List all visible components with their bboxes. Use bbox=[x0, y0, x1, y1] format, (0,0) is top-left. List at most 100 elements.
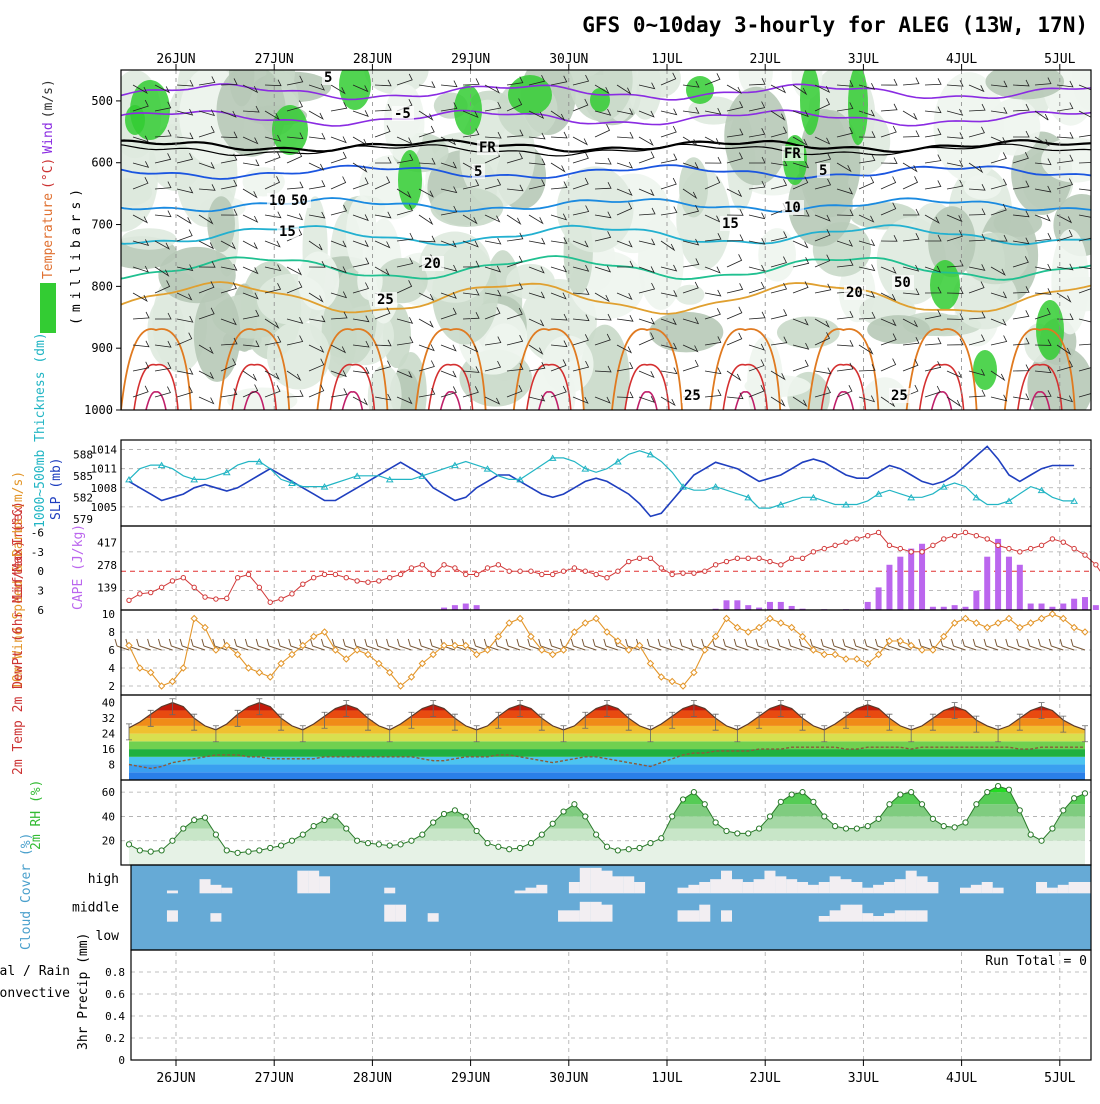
wind-speed-point bbox=[440, 641, 448, 650]
cloud-cell bbox=[590, 867, 602, 894]
date-label-top: 2JUL bbox=[750, 52, 781, 67]
lifted-index-point bbox=[463, 571, 469, 578]
cloud-cell bbox=[916, 876, 928, 894]
contour-label: FR bbox=[479, 140, 496, 156]
cloud-cell bbox=[384, 887, 396, 894]
wind-barb bbox=[946, 160, 964, 167]
rh-point bbox=[745, 830, 752, 837]
wind-barb-10m bbox=[679, 638, 695, 651]
cloud-cell bbox=[829, 910, 841, 922]
rh-shade-region bbox=[675, 284, 705, 305]
rh-point bbox=[527, 840, 535, 847]
contour-label-bg bbox=[782, 146, 804, 161]
wind-barb bbox=[946, 108, 964, 116]
wind-barb bbox=[858, 311, 876, 320]
wind-barb bbox=[264, 283, 282, 294]
wind-speed-point bbox=[418, 659, 427, 668]
temp-minmax-bar bbox=[147, 709, 154, 727]
wind-barb bbox=[572, 205, 590, 216]
wind-barb bbox=[682, 344, 699, 353]
wind-barb bbox=[682, 359, 699, 372]
rh-point bbox=[766, 813, 774, 820]
wind-barb bbox=[198, 240, 215, 250]
lifted-index-point bbox=[376, 578, 382, 584]
cloud-cell bbox=[634, 882, 646, 894]
cape-bar bbox=[908, 548, 915, 610]
temperature-contour bbox=[121, 138, 1091, 153]
wind-barb bbox=[1078, 188, 1091, 191]
wind-barb bbox=[682, 205, 700, 216]
lifted-index-point bbox=[158, 584, 165, 591]
wind-barb bbox=[682, 258, 700, 268]
wind-speed-point bbox=[809, 646, 818, 654]
wind-barb bbox=[748, 238, 766, 245]
thickness-point bbox=[711, 483, 720, 490]
rh-point bbox=[310, 823, 317, 830]
rh-point bbox=[679, 796, 687, 803]
wind-barb-10m bbox=[744, 638, 760, 651]
temp-minmax-bar bbox=[951, 702, 958, 719]
temp-minmax-bar bbox=[169, 698, 176, 716]
wind-barb bbox=[154, 210, 172, 218]
temp-minmax-bar bbox=[929, 713, 936, 731]
lifted-index-point bbox=[788, 555, 795, 562]
lifted-index-point bbox=[1049, 536, 1056, 542]
lifted-index-point bbox=[148, 589, 154, 596]
rh-high-region bbox=[686, 76, 714, 104]
wind-barb bbox=[286, 280, 303, 294]
lifted-index-point bbox=[224, 595, 230, 602]
wind-barb bbox=[484, 214, 501, 223]
rh-point bbox=[897, 791, 904, 798]
wind-barb bbox=[836, 102, 854, 112]
rh-point bbox=[908, 789, 915, 796]
wind-barb bbox=[748, 343, 765, 351]
rh-point bbox=[853, 825, 860, 832]
rh-shade-region bbox=[758, 228, 797, 282]
wind-barb bbox=[462, 214, 478, 225]
lifted-index-point bbox=[1060, 539, 1066, 545]
wind-barb-10m bbox=[972, 638, 988, 651]
contour-label-bg bbox=[289, 193, 311, 208]
wind-barb bbox=[418, 125, 435, 138]
precip-legend-convective: Convective bbox=[0, 986, 70, 1001]
thickness-point bbox=[451, 461, 459, 469]
wind-barb bbox=[968, 233, 986, 242]
wind-barb bbox=[1056, 344, 1072, 356]
rh-high-region bbox=[590, 88, 610, 112]
cape-bar bbox=[1060, 603, 1067, 610]
rh-point bbox=[1016, 807, 1023, 814]
wind-barb bbox=[220, 153, 238, 164]
wind-barb bbox=[308, 110, 324, 120]
date-label-top: 26JUN bbox=[156, 52, 195, 67]
wind-barb bbox=[924, 214, 940, 224]
thickness-ytick-label: 582 bbox=[73, 491, 93, 504]
wind-barb bbox=[440, 292, 457, 299]
cloud-cell bbox=[721, 910, 732, 922]
wind-barb bbox=[220, 318, 237, 326]
wind-barb bbox=[1056, 292, 1072, 303]
wind-speed-point bbox=[233, 650, 242, 659]
wind-speed-point bbox=[147, 668, 155, 677]
cloud-cell bbox=[905, 910, 917, 922]
wind-barb bbox=[286, 266, 303, 276]
wind-barb bbox=[990, 370, 1006, 382]
lifted-index-point bbox=[430, 571, 436, 578]
cape-bar bbox=[973, 590, 980, 610]
wind-speed-point bbox=[570, 628, 579, 636]
thickness-point bbox=[1005, 497, 1013, 504]
thickness-point bbox=[874, 490, 883, 497]
wind-barb bbox=[726, 283, 744, 294]
wind-barb bbox=[594, 211, 612, 219]
wind-barb bbox=[616, 292, 633, 300]
cloud-cell bbox=[1068, 882, 1080, 894]
wind-speed-point bbox=[483, 646, 492, 654]
wind-barb bbox=[638, 317, 655, 325]
wind-speed-point bbox=[874, 650, 883, 659]
cloud-cell bbox=[579, 867, 591, 894]
wind-barb-10m bbox=[603, 638, 619, 651]
wind-barb bbox=[550, 181, 568, 190]
wind-barb bbox=[1034, 390, 1052, 398]
wind-barb bbox=[902, 359, 919, 372]
cape-bar bbox=[897, 556, 904, 610]
temp-minmax-bar bbox=[1038, 702, 1045, 719]
